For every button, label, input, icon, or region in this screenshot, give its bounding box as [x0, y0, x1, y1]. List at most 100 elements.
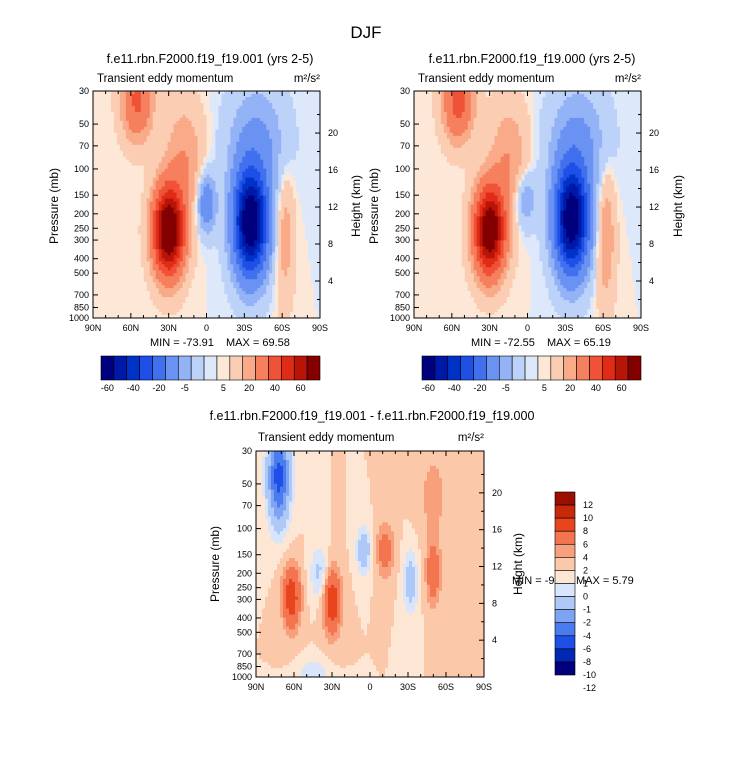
heatmap-cell	[173, 252, 178, 256]
heatmap-cell	[104, 306, 109, 310]
heatmap-cell	[110, 297, 115, 301]
heatmap-cell	[245, 231, 249, 235]
heatmap-cell	[266, 153, 270, 158]
heatmap-cell	[251, 198, 255, 202]
heatmap-cell	[248, 120, 252, 125]
heatmap-cell	[227, 165, 231, 170]
heatmap-cell	[284, 297, 288, 301]
heatmap-cell	[278, 165, 282, 170]
heatmap-cell	[173, 192, 178, 196]
heatmap-cell	[134, 204, 139, 208]
heatmap-cell	[98, 192, 103, 196]
heatmap-cell	[209, 117, 213, 122]
heatmap-cell	[200, 147, 204, 152]
heatmap-cell	[194, 102, 198, 107]
heatmap-cell	[191, 159, 195, 164]
heatmap-cell	[140, 126, 145, 131]
heatmap-cell	[227, 108, 231, 113]
heatmap-cell	[266, 222, 270, 226]
heatmap-cell	[233, 150, 237, 155]
heatmap-cell	[278, 135, 282, 140]
heatmap-cell	[278, 159, 282, 164]
heatmap-cell	[188, 132, 192, 137]
heatmap-cell	[251, 108, 255, 113]
heatmap-cell	[212, 306, 216, 310]
heatmap-cell	[158, 252, 163, 256]
heatmap-cell	[188, 147, 192, 152]
heatmap-cell	[275, 297, 279, 301]
heatmap-cell	[167, 267, 172, 271]
heatmap-cell	[104, 255, 109, 259]
heatmap-cell	[93, 153, 97, 158]
heatmap-cell	[152, 216, 157, 220]
heatmap-cell	[110, 216, 115, 220]
heatmap-cell	[260, 129, 264, 134]
heatmap-cell	[254, 156, 258, 161]
heatmap-cell	[233, 189, 237, 193]
heatmap-cell	[197, 93, 201, 98]
heatmap-cell	[176, 252, 181, 256]
heatmap-cell	[242, 258, 246, 262]
heatmap-cell	[164, 138, 169, 143]
heatmap-cell	[170, 171, 175, 176]
heatmap-cell	[95, 96, 100, 101]
heatmap-cell	[194, 309, 198, 313]
heatmap-cell	[107, 141, 112, 146]
heatmap-cell	[158, 201, 163, 205]
heatmap-cell	[158, 309, 163, 313]
heatmap-cell	[158, 186, 163, 190]
heatmap-cell	[263, 132, 267, 137]
heatmap-cell	[266, 195, 270, 199]
heatmap-cell	[101, 165, 106, 170]
heatmap-cell	[257, 219, 261, 223]
heatmap-cell	[269, 108, 273, 113]
heatmap-cell	[149, 201, 154, 205]
heatmap-cell	[203, 129, 207, 134]
heatmap-cell	[236, 270, 240, 274]
heatmap-cell	[254, 315, 258, 319]
heatmap-cell	[269, 96, 273, 101]
heatmap-cell	[146, 153, 151, 158]
heatmap-cell	[227, 294, 231, 298]
heatmap-cell	[248, 315, 252, 319]
heatmap-cell	[188, 285, 192, 289]
heatmap-cell	[230, 216, 234, 220]
heatmap-cell	[179, 201, 184, 205]
heatmap-cell	[194, 294, 198, 298]
heatmap-cell	[188, 210, 192, 214]
heatmap-cell	[113, 264, 118, 268]
heatmap-cell	[119, 306, 124, 310]
heatmap-cell	[152, 168, 157, 173]
heatmap-cell	[152, 159, 157, 164]
heatmap-cell	[125, 204, 130, 208]
heatmap-cell	[242, 273, 246, 277]
heatmap-cell	[254, 297, 258, 301]
heatmap-cell	[122, 117, 127, 122]
heatmap-cell	[188, 108, 192, 113]
heatmap-cell	[122, 246, 127, 250]
heatmap-cell	[170, 123, 175, 128]
heatmap-cell	[116, 270, 121, 274]
heatmap-cell	[176, 135, 181, 140]
heatmap-cell	[260, 213, 264, 217]
heatmap-cell	[125, 309, 130, 313]
heatmap-cell	[269, 204, 273, 208]
heatmap-cell	[197, 237, 201, 241]
heatmap-cell	[254, 117, 258, 122]
heatmap-cell	[116, 117, 121, 122]
heatmap-cell	[212, 123, 216, 128]
heatmap-cell	[236, 243, 240, 247]
heatmap-cell	[125, 210, 130, 214]
heatmap-cell	[107, 276, 112, 280]
heatmap-cell	[278, 141, 282, 146]
heatmap-cell	[203, 285, 207, 289]
heatmap-cell	[128, 144, 133, 149]
heatmap-cell	[227, 270, 231, 274]
heatmap-cell	[173, 222, 178, 226]
heatmap-cell	[251, 237, 255, 241]
heatmap-cell	[212, 309, 216, 313]
heatmap-cell	[284, 267, 288, 271]
heatmap-cell	[146, 117, 151, 122]
heatmap-cell	[269, 207, 273, 211]
heatmap-cell	[140, 132, 145, 137]
